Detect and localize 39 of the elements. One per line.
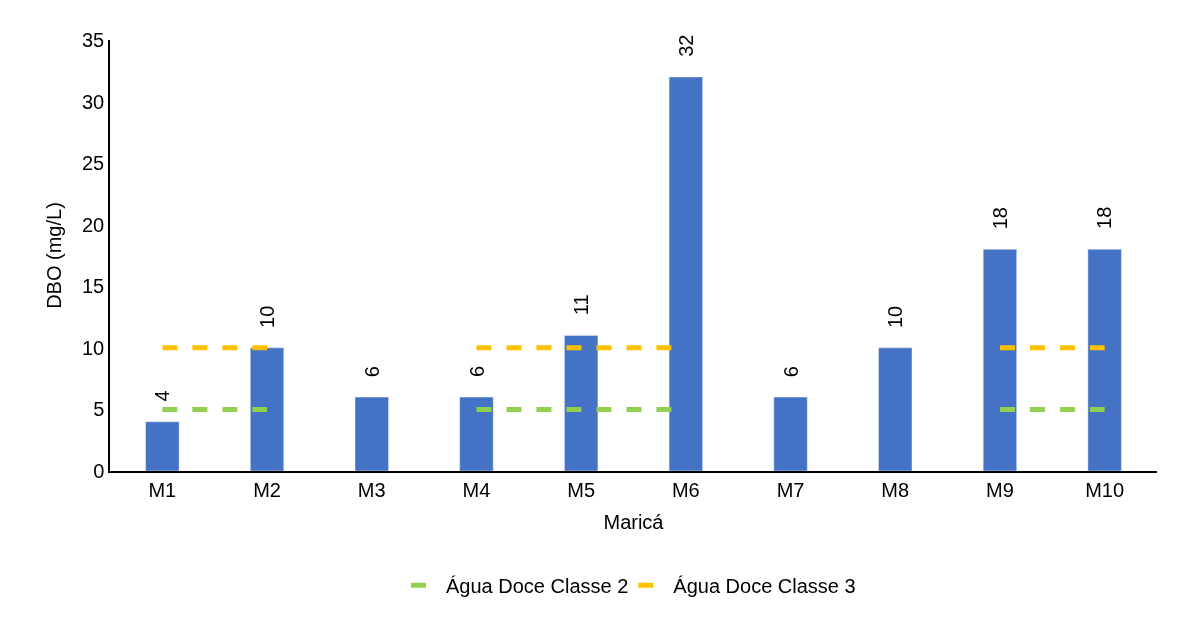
y-tick-label: 20 — [82, 213, 105, 236]
data-label: 18 — [988, 207, 1011, 230]
x-tick-label: M9 — [986, 478, 1014, 501]
x-tick-label: M7 — [776, 478, 805, 501]
data-label: 10 — [884, 305, 907, 329]
bar — [668, 76, 703, 471]
data-label: 32 — [674, 34, 697, 57]
bar — [773, 396, 808, 471]
y-tick-label: 35 — [82, 29, 105, 51]
legend-label: Água Doce Classe 3 — [673, 575, 856, 598]
y-tick-label: 25 — [82, 152, 105, 175]
x-tick-label: M4 — [462, 478, 491, 501]
bar — [145, 421, 180, 471]
data-label: 4 — [151, 390, 174, 402]
data-label: 6 — [465, 365, 488, 378]
legend-label: Água Doce Classe 2 — [446, 575, 629, 598]
data-label: 6 — [361, 366, 384, 378]
bar — [459, 396, 494, 471]
data-label: 11 — [570, 294, 593, 316]
data-label: 10 — [256, 305, 279, 328]
y-tick-label: 5 — [93, 398, 105, 421]
data-label: 6 — [779, 366, 802, 378]
y-tick-label: 30 — [82, 90, 105, 113]
bar — [564, 335, 599, 471]
x-axis-title: Maricá — [603, 510, 665, 533]
data-label: 18 — [1093, 206, 1116, 229]
x-tick-label: M10 — [1085, 478, 1125, 501]
x-tick-label: M1 — [148, 478, 177, 501]
bar — [878, 347, 913, 471]
x-tick-label: M3 — [357, 478, 386, 501]
y-tick-label: 10 — [82, 336, 105, 359]
y-tick-label: 0 — [93, 460, 105, 482]
x-tick-label: M8 — [881, 478, 910, 501]
x-tick-label: M6 — [671, 478, 700, 501]
x-tick-label: M2 — [253, 478, 281, 501]
x-tick-label: M5 — [567, 478, 596, 501]
y-axis-title: DBO (mg/L) — [43, 202, 65, 309]
y-tick-label: 15 — [82, 275, 105, 298]
bar — [354, 396, 389, 471]
